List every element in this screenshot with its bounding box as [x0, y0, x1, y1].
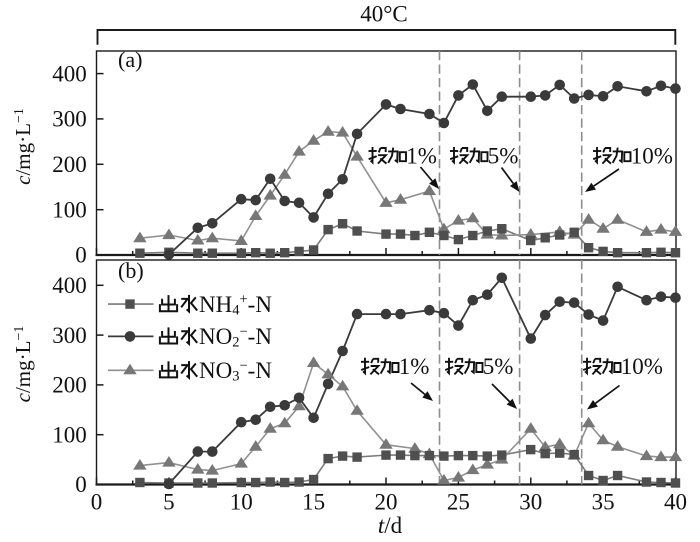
svg-text:200: 200	[52, 152, 87, 177]
svg-text:(a): (a)	[118, 47, 142, 72]
svg-text:40°C: 40°C	[360, 2, 408, 27]
svg-text:10: 10	[230, 490, 253, 515]
svg-text:200: 200	[52, 373, 87, 398]
svg-text:30: 30	[519, 490, 542, 515]
svg-text:100: 100	[52, 423, 87, 448]
svg-text:1%: 1%	[399, 354, 430, 379]
svg-text:NO3−-N: NO3−-N	[199, 358, 272, 385]
svg-text:5%: 5%	[483, 354, 514, 379]
svg-text:0: 0	[75, 472, 87, 497]
svg-text:300: 300	[52, 107, 87, 132]
svg-text:1%: 1%	[406, 143, 437, 168]
svg-text:15: 15	[302, 490, 325, 515]
svg-text:0: 0	[75, 242, 87, 267]
svg-text:40: 40	[664, 490, 687, 515]
svg-text:400: 400	[52, 273, 87, 298]
svg-text:5%: 5%	[488, 143, 519, 168]
svg-text:25: 25	[447, 490, 470, 515]
svg-text:10%: 10%	[631, 143, 673, 168]
svg-text:5: 5	[163, 490, 175, 515]
svg-text:100: 100	[52, 198, 87, 223]
svg-text:c/mg·L−1: c/mg·L−1	[11, 108, 35, 185]
svg-text:300: 300	[52, 323, 87, 348]
svg-text:20: 20	[375, 490, 398, 515]
svg-text:35: 35	[592, 490, 615, 515]
svg-text:t/d: t/d	[378, 513, 403, 538]
svg-text:(b): (b)	[118, 258, 144, 283]
svg-text:400: 400	[52, 61, 87, 86]
svg-text:0: 0	[91, 490, 103, 515]
svg-text:10%: 10%	[621, 354, 663, 379]
